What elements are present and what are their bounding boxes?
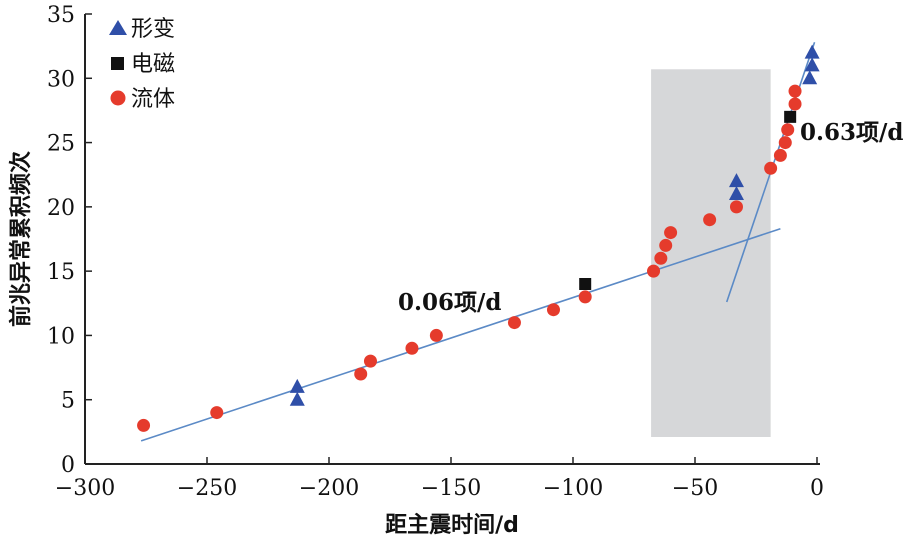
x-tick-label: −150 [421, 476, 481, 501]
y-tick-label: 5 [61, 389, 75, 414]
deformation-point [802, 70, 818, 85]
fluid-point [729, 200, 743, 214]
deformation-point [728, 186, 744, 200]
x-tick-label: −100 [543, 476, 603, 501]
legend-label-fluid: 流体 [131, 87, 175, 112]
y-ticks: 0 5 10 15 20 25 30 35 [47, 3, 92, 478]
fluid-point [773, 148, 787, 162]
fluid-point [647, 264, 661, 278]
electromagnetic-point [784, 110, 797, 123]
fluid-point [363, 354, 377, 368]
deformation-point [728, 173, 744, 188]
shaded-region-layer [651, 69, 771, 438]
legend: 形变 电磁 流体 [109, 17, 175, 112]
data-points [137, 44, 820, 432]
fluid-point [659, 238, 673, 252]
fluid-point [507, 316, 521, 330]
fluid-point [788, 84, 802, 98]
fluid-point [788, 97, 802, 111]
legend-marker-circle [110, 90, 126, 106]
y-tick-label: 25 [47, 132, 75, 157]
y-tick-label: 30 [47, 67, 75, 92]
x-axis-title: 距主震时间/d [385, 513, 519, 538]
fluid-point [546, 303, 560, 317]
y-tick-label: 0 [61, 453, 75, 478]
fluid-point [703, 213, 717, 227]
legend-marker-square [111, 57, 124, 70]
fluid-point [210, 406, 224, 420]
fluid-point [778, 136, 792, 150]
legend-label-deformation: 形变 [131, 17, 175, 42]
x-tick-label: 0 [810, 476, 824, 501]
electromagnetic-point [579, 278, 592, 290]
x-tick-label: −300 [55, 476, 115, 501]
y-tick-label: 10 [47, 324, 75, 349]
deformation-point [289, 391, 305, 406]
slope-label-slow: 0.06项/d [398, 289, 502, 316]
x-tick-label: −50 [672, 476, 718, 501]
fluid-point [764, 161, 778, 175]
deformation-point [804, 44, 820, 59]
legend-marker-triangle [109, 20, 127, 35]
fluid-point [781, 123, 795, 137]
fit-line-slow [140, 227, 781, 442]
y-tick-label: 20 [47, 196, 75, 221]
legend-label-electromagnetic: 电磁 [131, 52, 175, 77]
fluid-point [354, 367, 368, 381]
y-tick-label: 35 [47, 3, 75, 28]
x-tick-label: −250 [177, 476, 237, 501]
deformation-point [289, 378, 305, 393]
y-tick-label: 15 [47, 260, 75, 285]
fluid-point [137, 418, 151, 432]
y-axis-title: 前兆异常累积频次 [8, 151, 34, 327]
annotations: 0.06项/d 0.63项/d [398, 119, 904, 316]
fluid-point [664, 226, 678, 240]
shaded-region [651, 69, 771, 438]
x-ticks: −300 −250 −200 −150 −100 −50 0 [55, 457, 824, 501]
x-tick-label: −200 [299, 476, 359, 501]
deformation-point [804, 57, 820, 72]
fluid-point [429, 328, 443, 342]
fluid-point [654, 251, 668, 265]
fluid-point [578, 290, 592, 304]
slope-label-fast: 0.63项/d [800, 119, 904, 146]
fluid-point [405, 341, 419, 355]
